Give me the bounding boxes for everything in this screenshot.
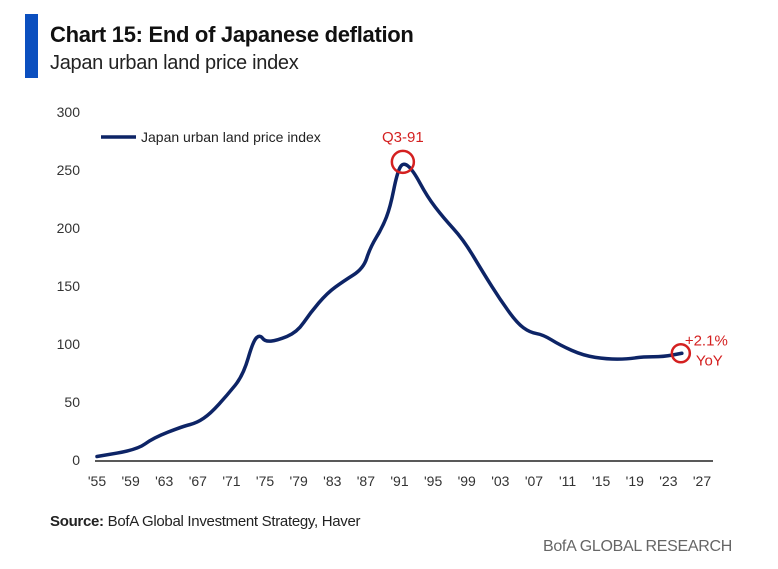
latest-yoy-annotation-suffix: YoY (696, 352, 723, 369)
x-tick-label: '15 (592, 473, 610, 489)
y-tick-label: 0 (72, 452, 80, 468)
peak-highlight-circle (390, 149, 416, 175)
x-tick-label: '19 (626, 473, 644, 489)
y-tick-label: 250 (57, 162, 81, 178)
y-tick-label: 100 (57, 336, 81, 352)
source-note: Source: BofA Global Investment Strategy,… (50, 513, 361, 530)
legend-label: Japan urban land price index (141, 129, 321, 145)
chart-subtitle: Japan urban land price index (50, 52, 299, 74)
x-tick-label: '95 (424, 473, 442, 489)
x-tick-label: '75 (256, 473, 274, 489)
title-accent-bar (25, 14, 38, 78)
latest-yoy-annotation: +2.1% (685, 332, 728, 349)
y-tick-label: 150 (57, 278, 81, 294)
latest-highlight-circle (670, 343, 692, 364)
x-tick-label: '07 (525, 473, 543, 489)
x-tick-label: '55 (88, 473, 106, 489)
x-tick-label: '67 (189, 473, 207, 489)
series-line-japan-land-price (95, 162, 684, 459)
source-text: BofA Global Investment Strategy, Haver (107, 513, 361, 530)
peak-annotation: Q3-91 (382, 129, 424, 146)
x-tick-label: '91 (390, 473, 408, 489)
y-tick-label: 200 (57, 220, 81, 236)
brand-label: BofA GLOBAL RESEARCH (542, 538, 732, 555)
x-tick-label: '03 (491, 473, 509, 489)
source-label: Source: (50, 513, 104, 530)
x-tick-label: '59 (121, 473, 139, 489)
x-tick-label: '87 (357, 473, 375, 489)
x-tick-label: '83 (323, 473, 341, 489)
x-tick-label: '27 (693, 473, 711, 489)
x-tick-label: '79 (290, 473, 308, 489)
y-tick-label: 50 (64, 394, 80, 410)
x-tick-label: '71 (222, 473, 240, 489)
y-tick-label: 300 (57, 104, 81, 120)
chart-title: Chart 15: End of Japanese deflation (50, 22, 414, 47)
x-tick-label: '11 (559, 473, 576, 489)
x-tick-label: '99 (458, 473, 476, 489)
x-tick-label: '63 (155, 473, 173, 489)
x-tick-label: '23 (659, 473, 677, 489)
